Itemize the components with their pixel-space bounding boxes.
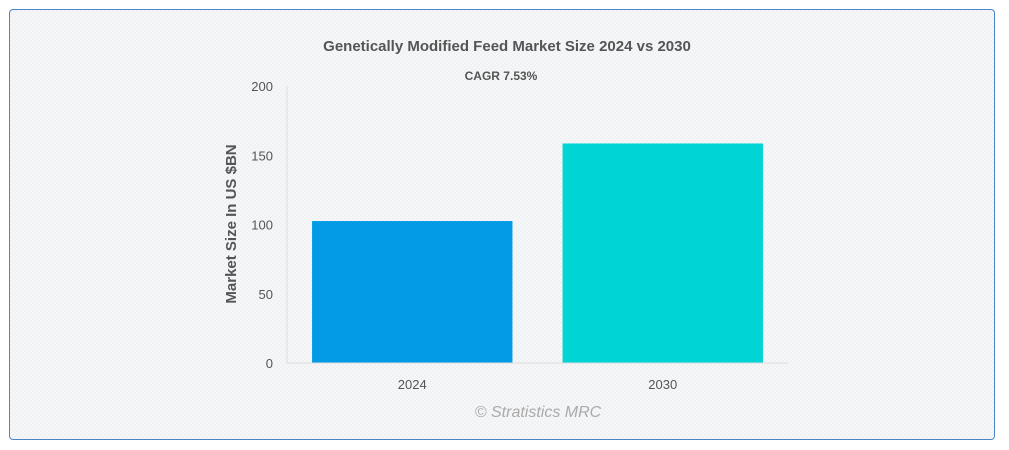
y-tick-label: 0: [266, 356, 273, 371]
bars: [312, 143, 763, 363]
bar-2030[interactable]: [562, 143, 763, 363]
chart-subtitle: CAGR 7.53%: [465, 69, 538, 83]
y-tick-label: 50: [259, 287, 273, 302]
x-axis: 2024 2030: [287, 362, 788, 392]
chart-title: Genetically Modified Feed Market Size 20…: [323, 38, 691, 55]
watermark: © Stratistics MRC: [475, 404, 602, 421]
y-tick-label: 200: [251, 79, 273, 94]
bar-2024[interactable]: [312, 221, 513, 363]
y-axis: 0 50 100 150 200: [251, 79, 288, 371]
y-tick-label: 100: [251, 218, 273, 233]
y-tick-label: 150: [251, 148, 273, 163]
x-tick-label: 2024: [398, 377, 427, 392]
x-tick-label: 2030: [648, 377, 677, 392]
y-axis-label: Market Size In US $BN: [223, 144, 240, 303]
